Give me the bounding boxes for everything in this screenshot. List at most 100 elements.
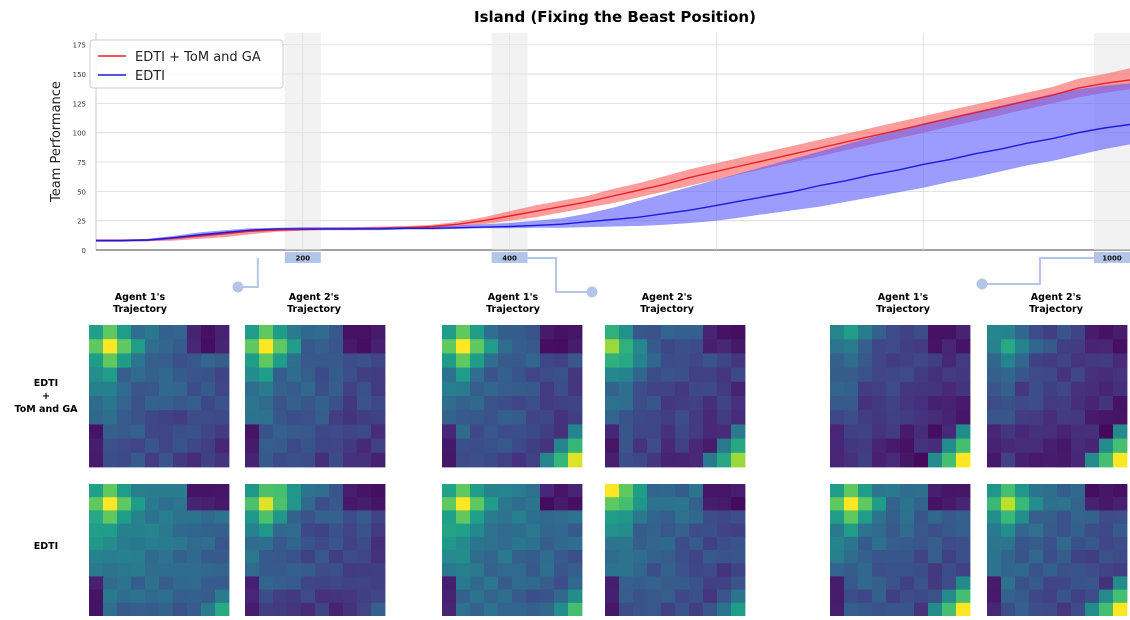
heatmap-cell: [717, 484, 732, 498]
heatmap-cell: [1015, 353, 1030, 368]
heatmap-cell: [703, 497, 718, 511]
heatmap-cell: [456, 353, 471, 368]
heatmap-cell: [731, 325, 746, 340]
column-label: Trajectory: [113, 304, 168, 315]
heatmap-cell: [371, 602, 386, 617]
heatmap-cell: [1113, 536, 1128, 551]
heatmap-cell: [498, 602, 513, 617]
heatmap-cell: [689, 367, 704, 383]
heatmap-cell: [287, 550, 302, 564]
heatmap-cell: [900, 497, 915, 511]
heatmap-cell: [512, 589, 527, 604]
heatmap-cell: [343, 523, 358, 538]
heatmap-cell: [329, 353, 344, 368]
heatmap-cell: [647, 410, 662, 425]
heatmap-cell: [1029, 325, 1044, 340]
heatmap-cell: [371, 410, 386, 425]
heatmap-cell: [131, 353, 146, 368]
heatmap-cell: [675, 325, 690, 340]
heatmap-cell: [343, 339, 358, 354]
heatmap-cell: [287, 381, 302, 397]
highlight-tag: [1094, 252, 1130, 263]
heatmap-cell: [633, 563, 648, 577]
heatmap-cell: [872, 497, 887, 511]
chart-title: Island (Fixing the Beast Position): [474, 8, 756, 26]
heatmap-cell: [343, 353, 358, 368]
heatmap-cell: [215, 563, 230, 577]
heatmap-cell: [1029, 438, 1044, 454]
heatmap-cell: [675, 497, 690, 511]
heatmap-cell: [498, 396, 513, 411]
heatmap-cell: [872, 550, 887, 564]
heatmap-cell: [1015, 523, 1030, 538]
heatmap-cell: [703, 563, 718, 577]
heatmap-cell: [675, 367, 690, 383]
heatmap-cell: [245, 325, 260, 340]
heatmap-cell: [900, 576, 915, 590]
heatmap-cell: [145, 367, 160, 383]
heatmap-cell: [1113, 523, 1128, 538]
heatmap-cell: [1113, 550, 1128, 564]
heatmap-cell: [526, 484, 541, 498]
heatmap-cell: [187, 452, 202, 468]
heatmap-cell: [717, 536, 732, 551]
heatmap-cell: [526, 563, 541, 577]
heatmap-cell: [159, 396, 174, 411]
heatmap-cell: [942, 438, 957, 454]
trajectory-heatmap: [605, 484, 746, 617]
heatmap-cell: [928, 563, 943, 577]
heatmap-cell: [619, 523, 634, 538]
heatmap-cell: [731, 424, 746, 439]
heatmap-cell: [117, 367, 132, 383]
heatmap-cell: [844, 381, 859, 397]
heatmap-cell: [1057, 563, 1072, 577]
heatmap-cell: [1085, 452, 1100, 468]
heatmap-cell: [886, 589, 901, 604]
heatmap-cell: [1029, 410, 1044, 425]
heatmap-cell: [633, 589, 648, 604]
heatmap-cell: [273, 396, 288, 411]
heatmap-cell: [717, 381, 732, 397]
heatmap-cell: [526, 353, 541, 368]
heatmap-cell: [689, 484, 704, 498]
heatmap-cell: [605, 523, 620, 538]
heatmap-cell: [89, 510, 104, 524]
heatmap-cell: [1113, 576, 1128, 590]
heatmap-cell: [357, 484, 372, 498]
heatmap-cell: [554, 367, 569, 383]
heatmap-cell: [145, 353, 160, 368]
heatmap-cell: [661, 563, 676, 577]
heatmap-cell: [731, 339, 746, 354]
heatmap-cell: [1015, 589, 1030, 604]
heatmap-cell: [117, 438, 132, 454]
heatmap-cell: [201, 563, 216, 577]
heatmap-cell: [1043, 550, 1058, 564]
heatmap-cell: [1099, 589, 1114, 604]
heatmap-cell: [1043, 589, 1058, 604]
heatmap-cell: [117, 563, 132, 577]
heatmap-cell: [568, 438, 583, 454]
heatmap-cell: [1043, 536, 1058, 551]
heatmap-cell: [540, 563, 555, 577]
heatmap-cell: [273, 410, 288, 425]
heatmap-cell: [371, 576, 386, 590]
heatmap-cell: [568, 550, 583, 564]
heatmap-cell: [456, 576, 471, 590]
heatmap-cell: [703, 396, 718, 411]
heatmap-cell: [103, 497, 118, 511]
heatmap-cell: [273, 438, 288, 454]
heatmap-cell: [647, 510, 662, 524]
heatmap-cell: [568, 536, 583, 551]
heatmap-cell: [703, 438, 718, 454]
column-label: Agent 1's: [488, 292, 539, 303]
heatmap-cell: [956, 550, 971, 564]
heatmap-cell: [619, 452, 634, 468]
heatmap-cell: [1071, 589, 1086, 604]
heatmap-cell: [103, 452, 118, 468]
trajectory-heatmap: [442, 325, 583, 468]
heatmap-cell: [844, 510, 859, 524]
heatmap-cell: [89, 550, 104, 564]
heatmap-cell: [568, 381, 583, 397]
heatmap-cell: [900, 339, 915, 354]
heatmap-cell: [301, 576, 316, 590]
